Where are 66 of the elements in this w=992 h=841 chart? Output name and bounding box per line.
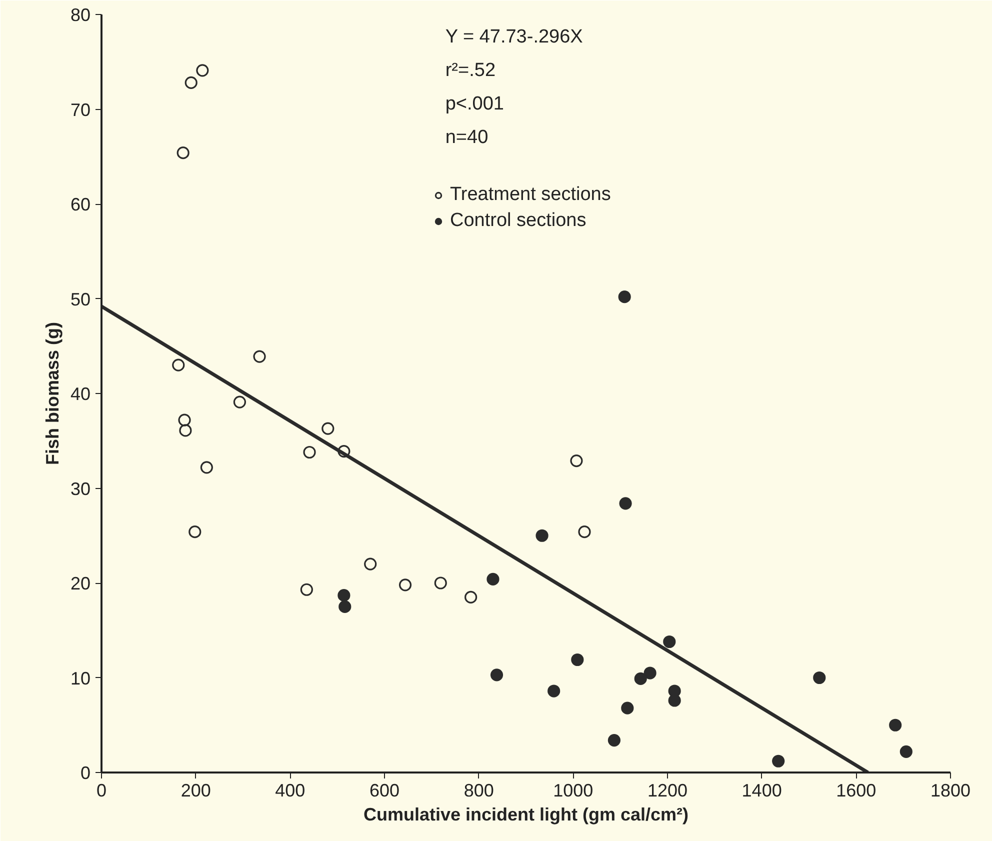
y-tick-label: 10 <box>70 668 91 688</box>
point <box>900 745 912 758</box>
x-axis-title: Cumulative incident light (gm cal/cm²) <box>363 804 689 824</box>
annotation: r²=.52 <box>445 60 496 82</box>
y-tick-label: 60 <box>70 194 91 214</box>
point <box>668 694 681 707</box>
point <box>663 635 676 648</box>
legend-label: Control sections <box>450 210 586 232</box>
point <box>172 358 185 372</box>
annotation: p<.001 <box>445 93 504 114</box>
point <box>608 734 620 747</box>
point <box>188 526 202 538</box>
point <box>184 76 198 90</box>
point <box>303 446 316 459</box>
x-tick-label: 1400 <box>742 780 782 800</box>
point <box>196 64 209 77</box>
point <box>570 454 583 468</box>
x-tick-label: 400 <box>275 780 306 800</box>
y-axis-title: Fish biomass (g) <box>42 322 62 466</box>
point <box>772 754 785 768</box>
point <box>621 702 634 714</box>
point <box>578 526 591 538</box>
legend-label: Treatment sections <box>450 184 611 206</box>
x-tick-label: 200 <box>180 780 211 800</box>
point <box>179 424 192 437</box>
annotation: n=40 <box>445 126 488 148</box>
point <box>889 718 902 732</box>
annotation: Y = 47.73-.296X <box>445 26 584 48</box>
point <box>233 396 246 408</box>
point <box>338 600 352 613</box>
point <box>813 671 826 684</box>
y-tick-label: 20 <box>70 574 91 594</box>
x-tick-label: 1800 <box>930 780 971 800</box>
point <box>490 668 504 682</box>
x-tick-label: 600 <box>369 780 400 800</box>
point <box>253 350 266 363</box>
point <box>322 422 334 435</box>
y-tick-label: 0 <box>80 763 91 783</box>
point <box>200 461 213 474</box>
point <box>364 558 377 570</box>
y-tick-label: 40 <box>70 384 91 404</box>
point <box>338 445 350 458</box>
point <box>644 666 656 680</box>
point <box>536 529 548 542</box>
point <box>300 583 313 596</box>
y-tick-label: 80 <box>70 5 91 25</box>
point <box>618 290 631 304</box>
x-tick-label: 800 <box>464 780 494 800</box>
point <box>634 672 647 685</box>
x-tick-label: 1000 <box>553 780 594 800</box>
point <box>571 653 584 666</box>
point <box>178 414 191 426</box>
point <box>338 589 350 602</box>
point <box>176 146 190 160</box>
x-tick-label: 1200 <box>647 780 688 800</box>
point <box>434 576 447 590</box>
point <box>486 572 500 586</box>
point <box>464 590 478 604</box>
point <box>619 497 632 510</box>
x-tick-label: 1600 <box>836 780 876 800</box>
point <box>548 684 560 698</box>
x-tick-label: 0 <box>96 780 107 800</box>
y-tick-label: 30 <box>70 478 91 499</box>
y-tick-label: 70 <box>70 100 91 120</box>
y-tick-label: 50 <box>70 289 91 310</box>
point <box>398 578 412 592</box>
